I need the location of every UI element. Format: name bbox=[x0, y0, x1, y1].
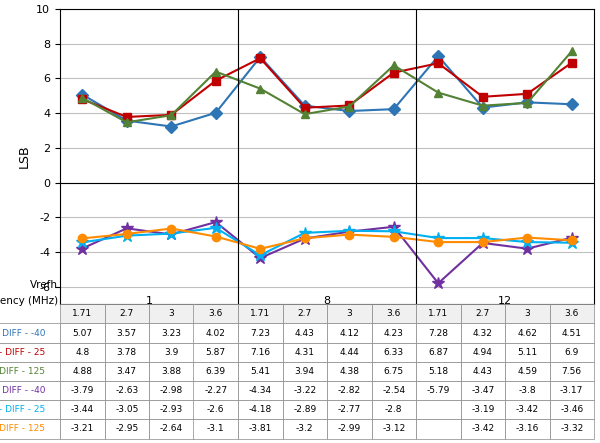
Min of INLmin - DIFF - 125 bbox=[390, 234, 397, 240]
Max of INLmax - DIFF - -40 bbox=[123, 118, 130, 123]
Min of INLmin - DIFF - 125 bbox=[346, 232, 353, 237]
Min of INLmin - DIFF - 25 bbox=[434, 235, 442, 241]
Max of INLmax - DIFF - -40 bbox=[568, 101, 575, 107]
Text: Frequency (MHz): Frequency (MHz) bbox=[0, 296, 58, 307]
Min of INLmin - DIFF - 125 bbox=[79, 236, 86, 241]
Max of INLmax - DIFF - 25 bbox=[79, 97, 86, 102]
Line: Min of INLmin - DIFF - -40: Min of INLmin - DIFF - -40 bbox=[76, 216, 578, 290]
Line: Max of INLmax - DIFF - 25: Max of INLmax - DIFF - 25 bbox=[78, 54, 576, 121]
Min of INLmin - DIFF - 125 bbox=[479, 239, 487, 245]
Max of INLmax - DIFF - -40 bbox=[390, 106, 397, 112]
Max of INLmax - DIFF - 125 bbox=[79, 95, 86, 101]
Max of INLmax - DIFF - -40 bbox=[479, 105, 487, 110]
Min of INLmin - DIFF - -40 bbox=[346, 229, 353, 234]
Min of INLmin - DIFF - -40 bbox=[390, 224, 397, 229]
Min of INLmin - DIFF - -40 bbox=[301, 236, 308, 241]
Min of INLmin - DIFF - 25 bbox=[167, 231, 175, 236]
Max of INLmax - DIFF - 25 bbox=[568, 60, 575, 66]
Max of INLmax - DIFF - 25 bbox=[524, 91, 531, 97]
Text: 1: 1 bbox=[146, 296, 152, 307]
Min of INLmin - DIFF - 125 bbox=[257, 246, 264, 252]
Y-axis label: LSB: LSB bbox=[18, 145, 31, 168]
Max of INLmax - DIFF - -40 bbox=[257, 54, 264, 60]
Max of INLmax - DIFF - 125 bbox=[123, 120, 130, 125]
Min of INLmin - DIFF - 125 bbox=[212, 234, 220, 239]
Line: Max of INLmax - DIFF - -40: Max of INLmax - DIFF - -40 bbox=[78, 52, 576, 131]
Max of INLmax - DIFF - 25 bbox=[346, 103, 353, 108]
Text: 12: 12 bbox=[498, 296, 512, 307]
Min of INLmin - DIFF - 25 bbox=[79, 240, 86, 245]
Max of INLmax - DIFF - -40 bbox=[524, 100, 531, 105]
Min of INLmin - DIFF - -40 bbox=[479, 240, 487, 245]
Max of INLmax - DIFF - 25 bbox=[434, 61, 442, 66]
Min of INLmin - DIFF - 25 bbox=[479, 235, 487, 241]
Text: 8: 8 bbox=[323, 296, 331, 307]
Min of INLmin - DIFF - -40 bbox=[434, 280, 442, 286]
Min of INLmin - DIFF - 25 bbox=[524, 239, 531, 245]
Min of INLmin - DIFF - -40 bbox=[568, 235, 575, 241]
Min of INLmin - DIFF - -40 bbox=[257, 256, 264, 261]
Min of INLmin - DIFF - 25 bbox=[301, 230, 308, 236]
Line: Min of INLmin - DIFF - 25: Min of INLmin - DIFF - 25 bbox=[76, 222, 578, 261]
Max of INLmax - DIFF - 125 bbox=[524, 100, 531, 105]
Min of INLmin - DIFF - 25 bbox=[568, 240, 575, 245]
Max of INLmax - DIFF - 25 bbox=[167, 112, 175, 117]
Max of INLmax - DIFF - 25 bbox=[479, 94, 487, 99]
Min of INLmin - DIFF - 125 bbox=[167, 226, 175, 231]
Min of INLmin - DIFF - -40 bbox=[212, 219, 220, 225]
Min of INLmin - DIFF - 25 bbox=[390, 229, 397, 234]
Max of INLmax - DIFF - 25 bbox=[123, 114, 130, 120]
Min of INLmin - DIFF - 125 bbox=[434, 239, 442, 245]
Max of INLmax - DIFF - 25 bbox=[301, 105, 308, 110]
Max of INLmax - DIFF - -40 bbox=[434, 54, 442, 59]
Min of INLmin - DIFF - 125 bbox=[568, 238, 575, 243]
Max of INLmax - DIFF - 25 bbox=[212, 78, 220, 83]
Max of INLmax - DIFF - -40 bbox=[167, 124, 175, 129]
Max of INLmax - DIFF - -40 bbox=[301, 103, 308, 108]
Max of INLmax - DIFF - 125 bbox=[257, 86, 264, 91]
Line: Min of INLmin - DIFF - 125: Min of INLmin - DIFF - 125 bbox=[78, 224, 576, 253]
Min of INLmin - DIFF - 125 bbox=[123, 231, 130, 237]
Max of INLmax - DIFF - 125 bbox=[479, 103, 487, 108]
Max of INLmax - DIFF - -40 bbox=[79, 92, 86, 97]
Max of INLmax - DIFF - 125 bbox=[167, 113, 175, 118]
Max of INLmax - DIFF - 125 bbox=[390, 62, 397, 68]
Min of INLmin - DIFF - 125 bbox=[301, 236, 308, 241]
Max of INLmax - DIFF - 125 bbox=[212, 69, 220, 74]
Max of INLmax - DIFF - 125 bbox=[346, 104, 353, 109]
Min of INLmin - DIFF - -40 bbox=[167, 232, 175, 237]
Min of INLmin - DIFF - 25 bbox=[212, 225, 220, 230]
Min of INLmin - DIFF - -40 bbox=[123, 225, 130, 231]
Max of INLmax - DIFF - 25 bbox=[257, 55, 264, 61]
Max of INLmax - DIFF - 125 bbox=[568, 49, 575, 54]
Max of INLmax - DIFF - 25 bbox=[390, 70, 397, 75]
Line: Max of INLmax - DIFF - 125: Max of INLmax - DIFF - 125 bbox=[78, 47, 576, 127]
Max of INLmax - DIFF - 125 bbox=[434, 90, 442, 95]
Max of INLmax - DIFF - -40 bbox=[346, 109, 353, 114]
Min of INLmin - DIFF - 25 bbox=[257, 253, 264, 258]
Min of INLmin - DIFF - 25 bbox=[346, 228, 353, 233]
Min of INLmin - DIFF - -40 bbox=[79, 246, 86, 251]
Min of INLmin - DIFF - 25 bbox=[123, 233, 130, 238]
Max of INLmax - DIFF - -40 bbox=[212, 110, 220, 116]
Min of INLmin - DIFF - -40 bbox=[524, 246, 531, 251]
Text: Vrefh: Vrefh bbox=[30, 280, 58, 290]
Min of INLmin - DIFF - 125 bbox=[524, 235, 531, 240]
Max of INLmax - DIFF - 125 bbox=[301, 112, 308, 117]
